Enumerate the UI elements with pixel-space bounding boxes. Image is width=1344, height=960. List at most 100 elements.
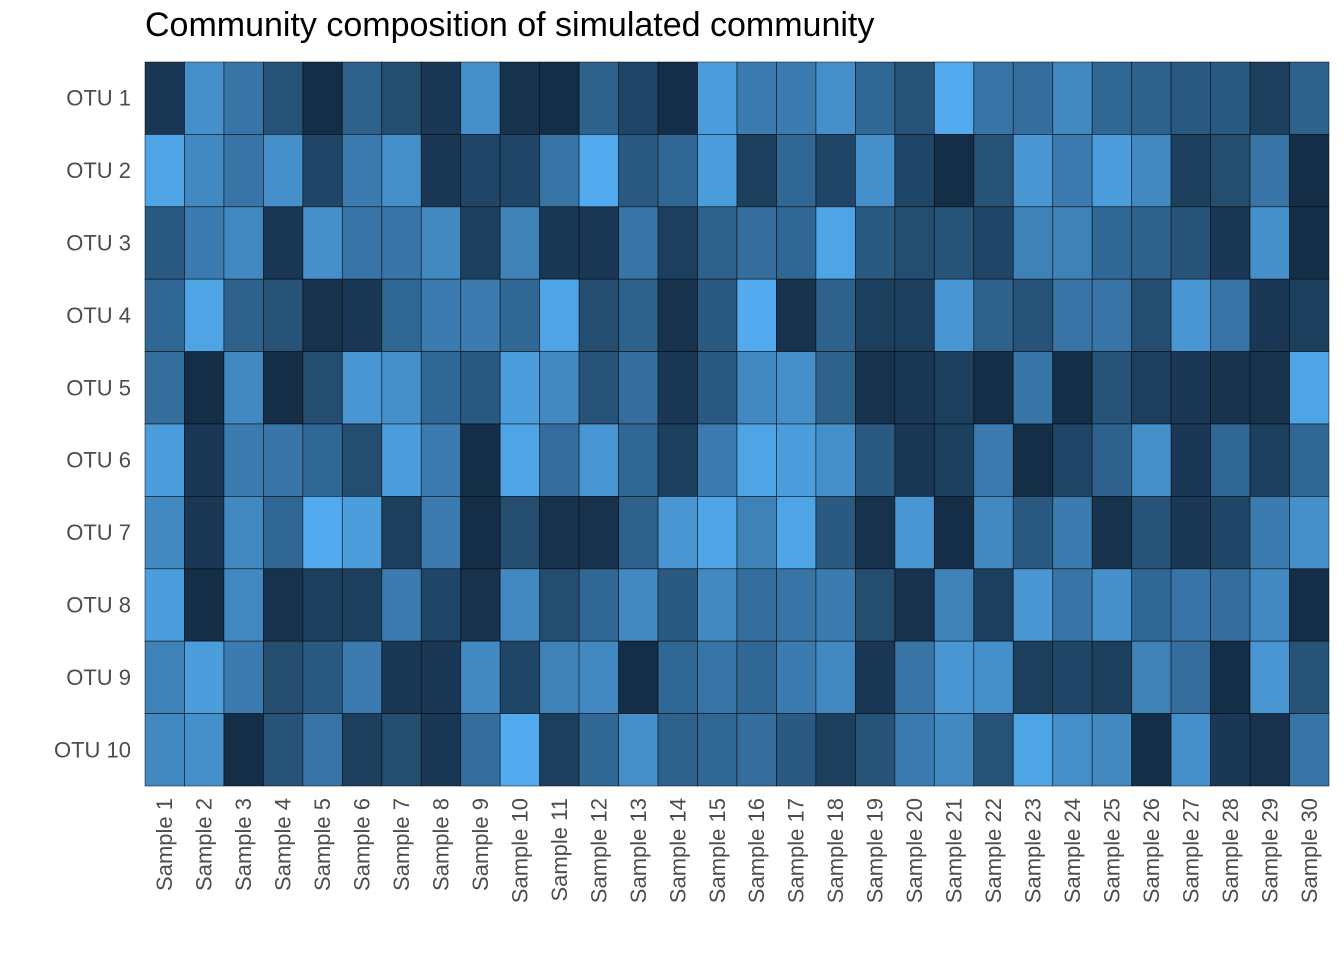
heatmap-cell bbox=[302, 568, 343, 642]
heatmap-cell bbox=[1131, 133, 1172, 208]
heatmap-cell bbox=[381, 640, 422, 715]
heatmap-cell bbox=[223, 278, 264, 353]
heatmap-cell bbox=[302, 133, 343, 208]
heatmap-cell bbox=[973, 351, 1014, 425]
heatmap-cell bbox=[420, 351, 462, 425]
heatmap-cell bbox=[1170, 568, 1211, 642]
heatmap-cell bbox=[539, 640, 580, 715]
heatmap-cell bbox=[1131, 495, 1172, 570]
heatmap-cell bbox=[1091, 568, 1133, 642]
heatmap-cell bbox=[1249, 133, 1290, 208]
heatmap-cell bbox=[894, 133, 935, 208]
heatmap-cell bbox=[736, 713, 777, 787]
heatmap-cell bbox=[697, 713, 738, 787]
heatmap-cell bbox=[420, 568, 462, 642]
heatmap-cell bbox=[618, 640, 659, 715]
heatmap-cell bbox=[381, 351, 422, 425]
heatmap-cell bbox=[381, 133, 422, 208]
heatmap-cell bbox=[815, 278, 856, 353]
heatmap-cell bbox=[1012, 133, 1054, 208]
heatmap-cell bbox=[815, 206, 856, 280]
x-axis-tick-labels: Sample 1 Sample 2 Sample 3 Sample 4 Sample 5… bbox=[152, 798, 1322, 903]
heatmap-cell bbox=[262, 61, 304, 135]
heatmap-cell bbox=[381, 423, 422, 497]
x-tick-label: Sample 29 bbox=[1257, 798, 1282, 903]
heatmap-cell bbox=[184, 423, 225, 497]
y-tick-label: OTU 4 bbox=[66, 303, 131, 328]
heatmap-cell bbox=[578, 423, 620, 497]
x-tick-label: Sample 17 bbox=[784, 798, 809, 903]
heatmap-cell bbox=[815, 640, 856, 715]
x-tick-label: Sample 24 bbox=[1060, 798, 1085, 903]
heatmap-cell bbox=[776, 278, 817, 353]
heatmap-cell bbox=[1012, 713, 1054, 787]
heatmap-cell bbox=[341, 278, 383, 353]
x-tick-label: Sample 19 bbox=[863, 798, 888, 903]
heatmap-cell bbox=[736, 61, 777, 135]
heatmap-cell bbox=[1210, 640, 1251, 715]
heatmap-cell bbox=[697, 351, 738, 425]
heatmap-cell bbox=[815, 495, 856, 570]
heatmap-cell bbox=[1170, 640, 1211, 715]
x-tick-label: Sample 16 bbox=[744, 798, 769, 903]
heatmap-cell bbox=[341, 206, 383, 280]
heatmap-cell bbox=[144, 568, 185, 642]
heatmap-cell bbox=[144, 278, 185, 353]
heatmap-cell bbox=[697, 423, 738, 497]
heatmap-cell bbox=[933, 423, 975, 497]
heatmap-cell bbox=[973, 713, 1014, 787]
heatmap-cell bbox=[262, 713, 304, 787]
heatmap-cell bbox=[618, 61, 659, 135]
x-tick-label: Sample 28 bbox=[1218, 798, 1243, 903]
heatmap-cell bbox=[1131, 640, 1172, 715]
y-tick-label: OTU 3 bbox=[66, 231, 131, 256]
heatmap-cell bbox=[302, 423, 343, 497]
heatmap-cell bbox=[1289, 568, 1330, 642]
heatmap-cell bbox=[933, 713, 975, 787]
heatmap-cell bbox=[855, 495, 896, 570]
x-tick-label: Sample 5 bbox=[310, 798, 335, 891]
heatmap-cell bbox=[539, 713, 580, 787]
heatmap-cell bbox=[1289, 713, 1330, 787]
heatmap-cell bbox=[776, 568, 817, 642]
heatmap-cell bbox=[697, 568, 738, 642]
heatmap-cell bbox=[420, 423, 462, 497]
heatmap-cell bbox=[460, 713, 501, 787]
heatmap-cell bbox=[578, 568, 620, 642]
heatmap-cell bbox=[499, 495, 541, 570]
heatmap-cell bbox=[973, 640, 1014, 715]
heatmap-cell bbox=[1091, 61, 1133, 135]
heatmap-cell bbox=[539, 351, 580, 425]
heatmap-cell bbox=[736, 423, 777, 497]
heatmap-cell bbox=[933, 640, 975, 715]
heatmap-cell bbox=[1131, 351, 1172, 425]
heatmap-cell bbox=[302, 640, 343, 715]
heatmap-cell bbox=[894, 640, 935, 715]
heatmap-cell bbox=[1249, 568, 1290, 642]
heatmap-cell bbox=[1091, 351, 1133, 425]
heatmap-cell bbox=[1210, 133, 1251, 208]
x-tick-label: Sample 2 bbox=[192, 798, 217, 891]
heatmap-cell bbox=[302, 351, 343, 425]
heatmap-cell bbox=[1170, 206, 1211, 280]
heatmap-cell bbox=[973, 278, 1014, 353]
heatmap-cell bbox=[697, 206, 738, 280]
heatmap-cell bbox=[657, 206, 698, 280]
x-tick-label: Sample 18 bbox=[823, 798, 848, 903]
heatmap-cell bbox=[1091, 640, 1133, 715]
heatmap-cell bbox=[144, 133, 185, 208]
heatmap-cell bbox=[420, 495, 462, 570]
heatmap-cell bbox=[618, 423, 659, 497]
heatmap-cell bbox=[184, 640, 225, 715]
heatmap-cell bbox=[894, 495, 935, 570]
heatmap-cell bbox=[578, 351, 620, 425]
heatmap-cell bbox=[460, 61, 501, 135]
heatmap-cell bbox=[657, 61, 698, 135]
heatmap-cell bbox=[578, 640, 620, 715]
heatmap-cell bbox=[539, 568, 580, 642]
heatmap-cell bbox=[855, 61, 896, 135]
y-tick-label: OTU 5 bbox=[66, 375, 131, 400]
heatmap-cell bbox=[460, 423, 501, 497]
heatmap-cell bbox=[144, 423, 185, 497]
